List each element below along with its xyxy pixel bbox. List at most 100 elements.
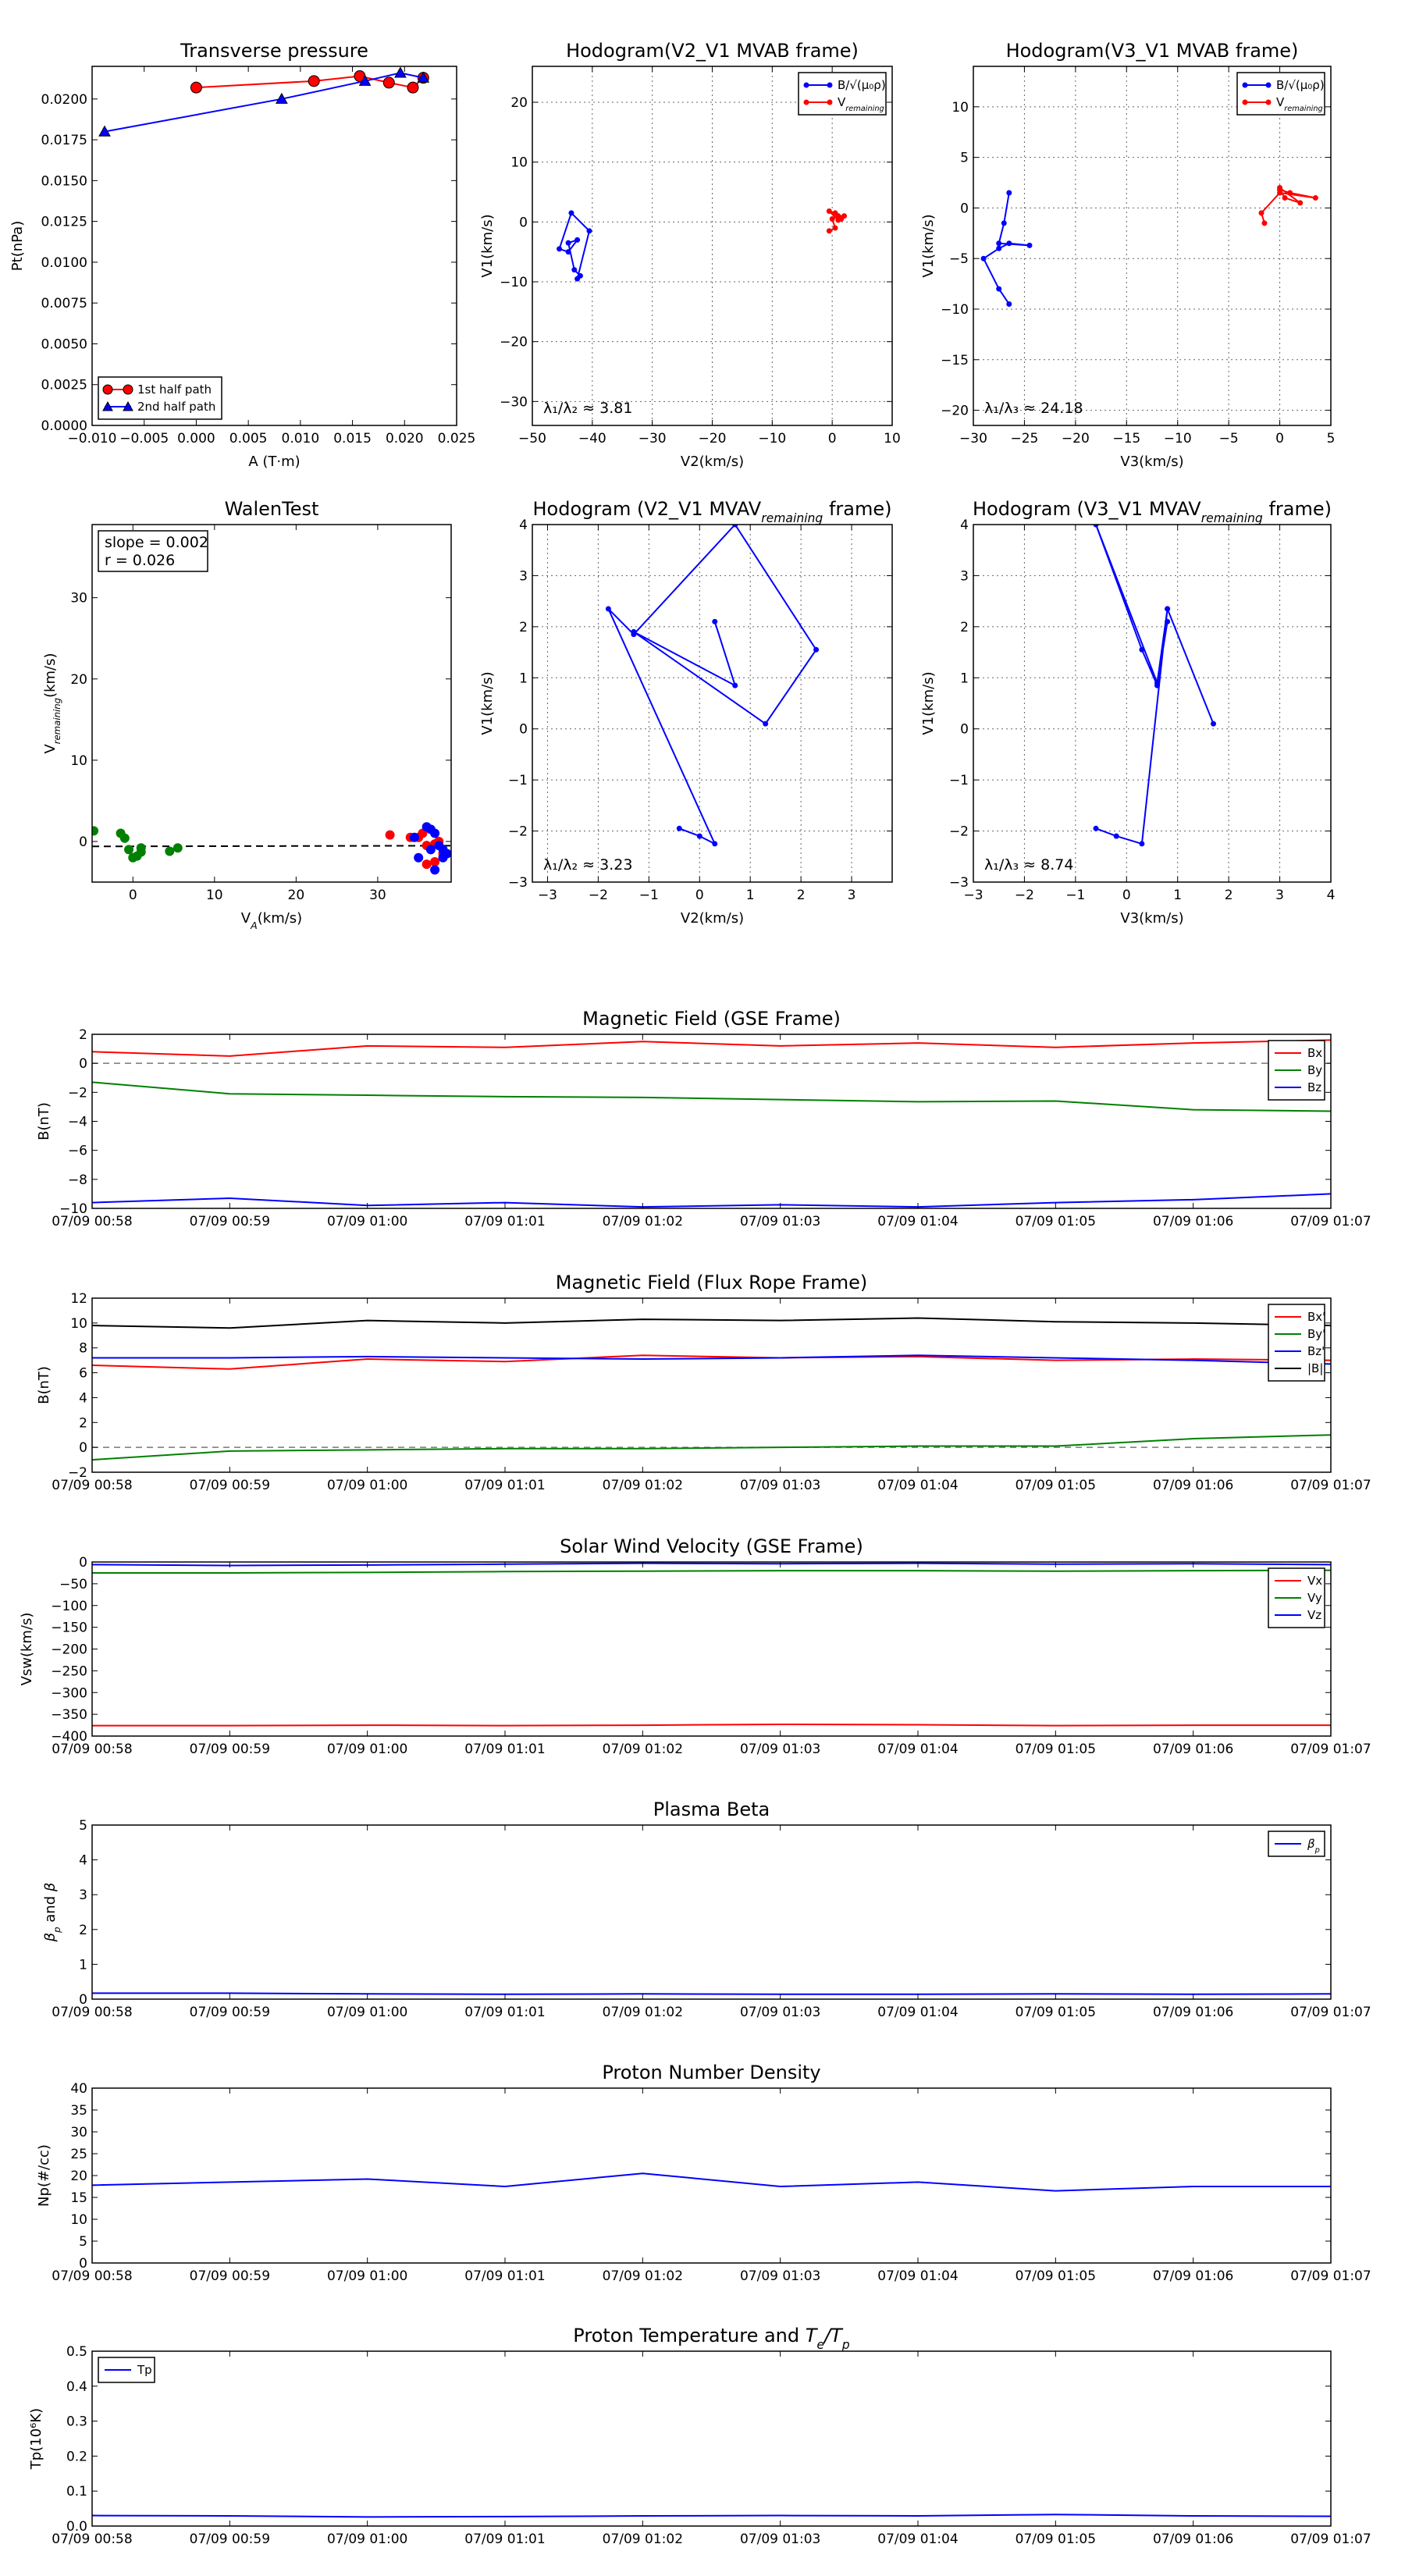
- y-tick-label: 10: [951, 100, 969, 116]
- legend-label: Vremaining: [1276, 95, 1323, 113]
- x-tick-label: −0.005: [119, 431, 169, 447]
- data-point: [980, 255, 987, 262]
- x-tick-label: 07/09 00:58: [52, 2005, 132, 2020]
- data-point: [409, 832, 419, 842]
- plot-area: [92, 2172, 1331, 2192]
- legend: 1st half path 2nd half path: [98, 376, 222, 420]
- y-axis-label: V1(km/s): [920, 214, 937, 277]
- data-point: [1139, 646, 1145, 653]
- legend: βp: [1268, 1831, 1325, 1857]
- chart-bfr: −2 0 2 4 6 8 10 12 07/09 00:58 07/09 00:59 07/09 0…: [36, 1272, 1371, 1493]
- axes-frame: [973, 524, 1332, 883]
- data-point: [732, 682, 738, 688]
- stats-line: slope = 0.002: [105, 534, 208, 551]
- y-tick-label: 2: [79, 1027, 87, 1043]
- legend: Bx By Bz: [1268, 1040, 1325, 1101]
- x-tick-label: −3: [963, 888, 983, 903]
- x-tick-label: 07/09 00:59: [190, 2005, 270, 2020]
- legend-marker: [102, 384, 113, 395]
- plot-area: [92, 1317, 1331, 1461]
- y-tick-label: −350: [51, 1707, 87, 1723]
- x-tick-label: 07/09 01:04: [877, 2268, 958, 2284]
- data-point: [732, 525, 738, 528]
- legend-label: B/√(μ₀ρ): [838, 78, 886, 92]
- series-line-2: [92, 1562, 1331, 1567]
- x-tick-label: 07/09 01:04: [877, 1742, 958, 1757]
- data-point: [98, 125, 111, 137]
- axes-frame: [91, 524, 452, 883]
- x-tick-label: 07/09 01:04: [877, 2532, 958, 2547]
- series-line-0: [607, 525, 817, 846]
- legend-label: 1st half path: [137, 382, 212, 397]
- y-tick-label: 15: [70, 2190, 87, 2206]
- x-tick-label: −2: [1015, 888, 1034, 903]
- y-tick-label: 10: [70, 1316, 87, 1332]
- plot-area: [92, 1992, 1331, 1995]
- data-point: [119, 833, 130, 843]
- series-line-1: [92, 1569, 1331, 1574]
- legend-marker: [1242, 99, 1248, 105]
- y-tick-label: 2: [519, 620, 528, 635]
- y-tick-label: −15: [941, 353, 969, 368]
- x-tick-label: 07/09 01:03: [740, 1742, 820, 1757]
- legend-label: Tp: [137, 2363, 152, 2377]
- data-point: [1287, 190, 1293, 196]
- x-tick-label: 07/09 01:06: [1153, 1478, 1233, 1493]
- chart-tp: 0.0 0.1 0.2 0.3 0.4 0.5 07/09 00:58 07/09 00:59…: [28, 2325, 1371, 2547]
- y-tick-label: 2: [79, 1923, 87, 1938]
- y-tick-label: −50: [59, 1577, 87, 1592]
- y-tick-label: 12: [70, 1291, 87, 1307]
- plot-area: [1093, 525, 1217, 847]
- y-tick-label: 0.0100: [41, 255, 87, 271]
- eigen-ratio-annotation: λ₁/λ₂ ≈ 3.81: [543, 400, 632, 417]
- data-point: [173, 843, 183, 853]
- data-point: [565, 240, 571, 246]
- x-tick-label: 07/09 01:03: [740, 1214, 820, 1229]
- chart-title: WalenTest: [225, 498, 319, 520]
- chart-title: Hodogram(V2_V1 MVAB frame): [566, 40, 859, 62]
- x-tick-label: 07/09 00:58: [52, 1742, 132, 1757]
- y-tick-label: 0: [79, 1056, 87, 1072]
- legend-marker: [827, 99, 833, 105]
- x-tick-label: −3: [538, 888, 557, 903]
- x-tick-label: 2: [1225, 888, 1233, 903]
- plot-area: [92, 2514, 1331, 2518]
- legend: Vx Vy Vz: [1268, 1567, 1325, 1628]
- data-point: [136, 843, 146, 853]
- series-line-2: [92, 1193, 1331, 1208]
- x-tick-label: 30: [369, 888, 386, 903]
- data-point: [308, 75, 320, 87]
- x-tick-label: 0.020: [386, 431, 424, 447]
- data-point: [996, 245, 1002, 251]
- y-tick-label: −400: [51, 1729, 87, 1745]
- data-point: [417, 71, 430, 83]
- axes-frame: [973, 66, 1332, 426]
- y-tick-label: 2: [960, 620, 969, 635]
- chart-title: Proton Number Density: [602, 2062, 820, 2083]
- data-point: [813, 646, 820, 653]
- x-tick-label: −2: [589, 888, 608, 903]
- x-tick-label: 07/09 00:58: [52, 1478, 132, 1493]
- data-point: [835, 217, 841, 223]
- axes-frame: [91, 1824, 1332, 2000]
- x-tick-label: 07/09 01:07: [1290, 2268, 1371, 2284]
- y-tick-label: −8: [68, 1172, 87, 1188]
- legend-label: Bx': [1307, 1310, 1325, 1324]
- series-line-0: [92, 2172, 1331, 2192]
- legend-label: Bx: [1307, 1046, 1322, 1060]
- y-tick-label: 1: [960, 671, 969, 686]
- data-point: [1026, 242, 1033, 248]
- x-tick-label: 07/09 01:03: [740, 2005, 820, 2020]
- x-tick-label: −10: [758, 431, 786, 447]
- legend: Bx' By' Bz' |B|: [1268, 1304, 1325, 1382]
- legend-marker: [1242, 82, 1248, 88]
- x-tick-label: 07/09 01:03: [740, 1478, 820, 1493]
- x-tick-label: 0: [695, 888, 704, 903]
- x-tick-label: 07/09 00:59: [190, 1478, 270, 1493]
- y-tick-label: 3: [960, 568, 969, 584]
- legend-label: B/√(μ₀ρ): [1276, 78, 1325, 92]
- x-tick-label: 0.005: [229, 431, 268, 447]
- data-point: [568, 210, 574, 216]
- y-tick-label: 35: [70, 2103, 87, 2119]
- x-tick-label: −5: [1219, 431, 1239, 447]
